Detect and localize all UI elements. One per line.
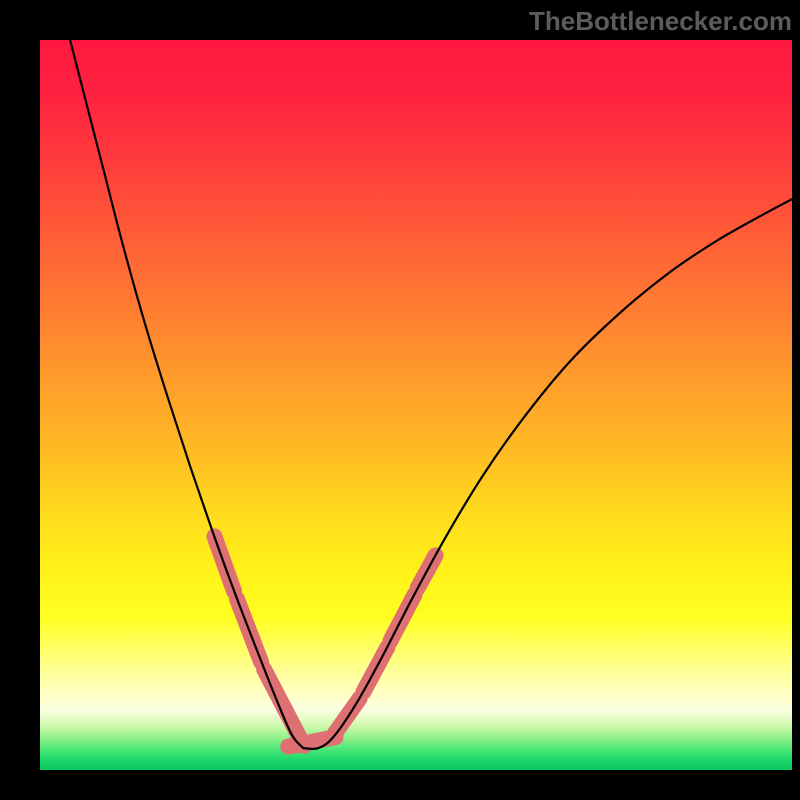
watermark-text: TheBottlenecker.com [529,6,792,37]
chart-plot-area [40,40,792,770]
gradient-background [40,40,792,770]
chart-svg [40,40,792,770]
